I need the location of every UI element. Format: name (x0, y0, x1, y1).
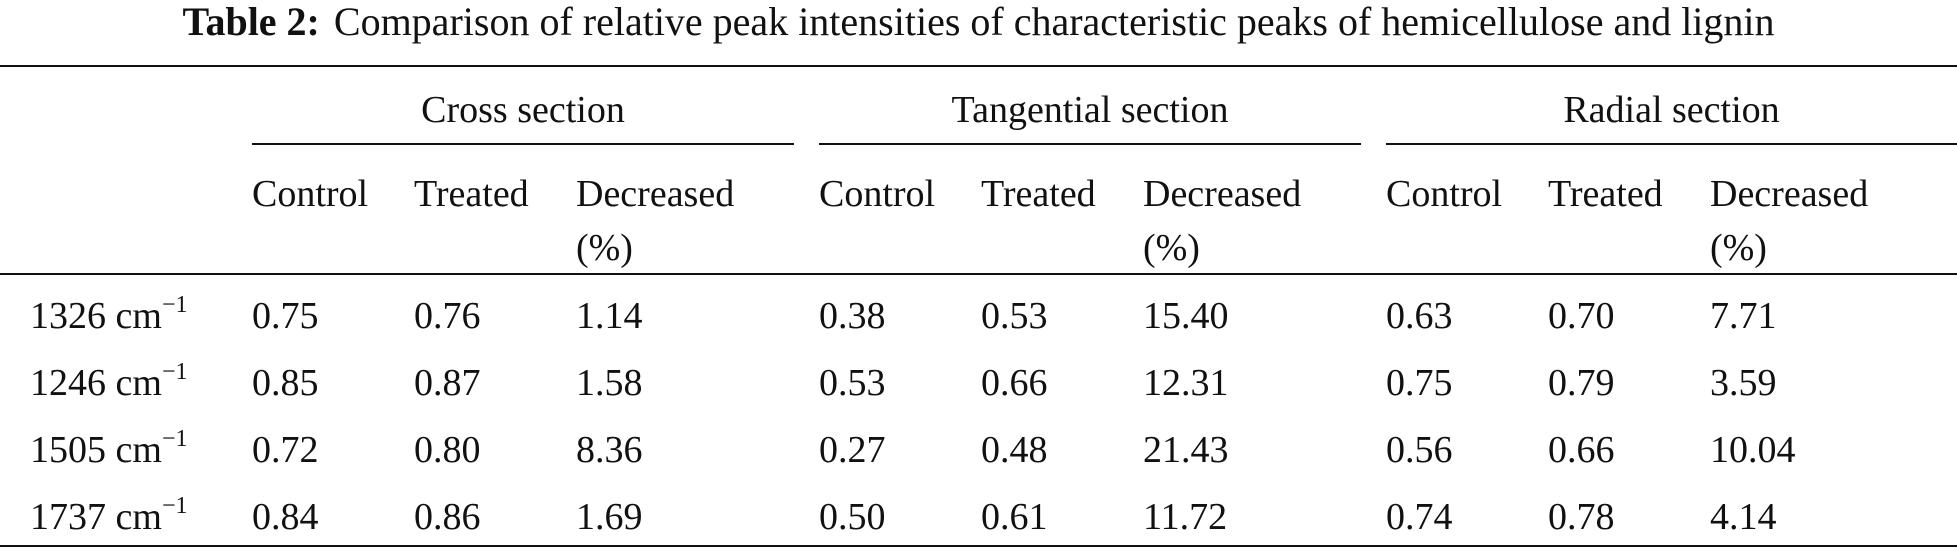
cross-section-decreased-header: Decreased (576, 173, 735, 215)
table-cell: 0.78 (1548, 496, 1615, 538)
tangential-section-control-header: Control (819, 173, 936, 215)
table-cell: 0.56 (1386, 429, 1453, 471)
cross-section-decreased-unit: (%) (576, 227, 633, 269)
table-cell: 0.66 (1548, 429, 1615, 471)
tangential-section-treated-header: Treated (981, 173, 1096, 215)
tangential-section-decreased-header: Decreased (1143, 173, 1302, 215)
table-cell: 0.61 (981, 496, 1048, 538)
unit-base: cm (115, 295, 162, 337)
group-rule-cross-section (252, 143, 794, 145)
table-cell: 0.70 (1548, 295, 1615, 337)
unit-base: cm (115, 429, 162, 471)
peak-wavenumber: 1246 (30, 362, 106, 404)
table-cell: 8.36 (576, 429, 643, 471)
unit-exponent: −1 (161, 493, 188, 519)
group-rule-tangential-section (819, 143, 1361, 145)
table-cell: 3.59 (1710, 362, 1777, 404)
table-title: Comparison of relative peak intensities … (333, 0, 1775, 44)
table-cell: 0.74 (1386, 496, 1453, 538)
radial-section-decreased-unit: (%) (1710, 227, 1767, 269)
row-label: 1326 cm−1 (30, 292, 188, 343)
group-rule-radial-section (1386, 143, 1957, 145)
table-cell: 0.79 (1548, 362, 1615, 404)
peak-wavenumber: 1737 (30, 496, 106, 538)
table-cell: 10.04 (1710, 429, 1796, 471)
table-cell: 1.14 (576, 295, 643, 337)
table-cell: 0.38 (819, 295, 886, 337)
top-rule (0, 65, 1957, 67)
cross-section-control-header: Control (252, 173, 369, 215)
row-label: 1246 cm−1 (30, 359, 188, 410)
table-cell: 0.72 (252, 429, 319, 471)
header-rule (0, 273, 1957, 275)
table-label: Table 2: (182, 0, 320, 44)
table-cell: 1.69 (576, 496, 643, 538)
unit-exponent: −1 (161, 359, 188, 385)
table-cell: 0.75 (252, 295, 319, 337)
unit-base: cm (115, 496, 162, 538)
table-cell: 11.72 (1143, 496, 1228, 538)
table-caption: Table 2: Comparison of relative peak inte… (0, 0, 1957, 44)
unit-base: cm (115, 362, 162, 404)
row-label: 1505 cm−1 (30, 426, 188, 477)
group-header-tangential-section: Tangential section (951, 89, 1229, 131)
row-label: 1737 cm−1 (30, 493, 188, 544)
table-cell: 0.87 (414, 362, 481, 404)
table-cell: 0.80 (414, 429, 481, 471)
group-header-cross-section: Cross section (421, 89, 625, 131)
table-cell: 4.14 (1710, 496, 1777, 538)
table-cell: 0.66 (981, 362, 1048, 404)
table-cell: 0.50 (819, 496, 886, 538)
table-cell: 0.85 (252, 362, 319, 404)
group-header-radial-section: Radial section (1563, 89, 1780, 131)
table-cell: 0.76 (414, 295, 481, 337)
table-cell: 21.43 (1143, 429, 1229, 471)
table-cell: 0.86 (414, 496, 481, 538)
radial-section-control-header: Control (1386, 173, 1503, 215)
table-cell: 12.31 (1143, 362, 1229, 404)
table-cell: 0.27 (819, 429, 886, 471)
table-cell: 0.75 (1386, 362, 1453, 404)
peak-wavenumber: 1326 (30, 295, 106, 337)
table-cell: 15.40 (1143, 295, 1229, 337)
table-cell: 0.53 (981, 295, 1048, 337)
table-cell: 7.71 (1710, 295, 1777, 337)
table-cell: 1.58 (576, 362, 643, 404)
table-cell: 0.48 (981, 429, 1048, 471)
unit-exponent: −1 (161, 426, 188, 452)
cross-section-treated-header: Treated (414, 173, 529, 215)
unit-exponent: −1 (161, 292, 188, 318)
table-cell: 0.63 (1386, 295, 1453, 337)
bottom-rule (0, 545, 1957, 547)
peak-wavenumber: 1505 (30, 429, 106, 471)
radial-section-treated-header: Treated (1548, 173, 1663, 215)
table-cell: 0.84 (252, 496, 319, 538)
tangential-section-decreased-unit: (%) (1143, 227, 1200, 269)
table-cell: 0.53 (819, 362, 886, 404)
radial-section-decreased-header: Decreased (1710, 173, 1869, 215)
